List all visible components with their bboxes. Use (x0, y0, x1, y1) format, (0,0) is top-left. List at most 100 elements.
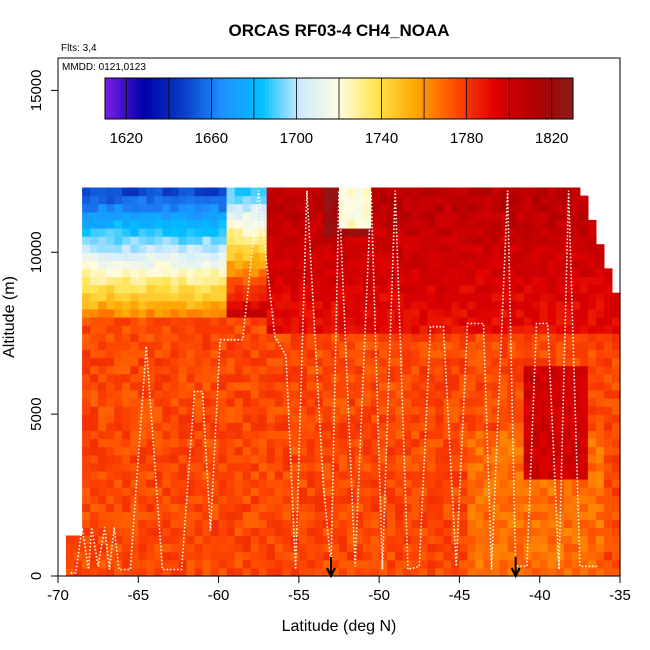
heatmap-cell (603, 333, 613, 342)
heatmap-cell (290, 438, 300, 448)
heatmap-cell (523, 430, 533, 439)
heatmap-cell (395, 381, 404, 391)
heatmap-cell (306, 414, 316, 423)
heatmap-cell (266, 487, 276, 496)
heatmap-cell (411, 454, 420, 464)
heatmap-cell (250, 389, 260, 399)
heatmap-cell (98, 300, 107, 310)
heatmap-cell (210, 260, 220, 269)
heatmap-cell (202, 236, 212, 245)
heatmap-cell (266, 397, 276, 407)
heatmap-cell (146, 495, 155, 504)
heatmap-cell (98, 470, 107, 480)
heatmap-cell (563, 317, 573, 326)
heatmap-cell (170, 317, 179, 326)
heatmap-cell (419, 527, 428, 537)
heatmap-cell (154, 244, 163, 253)
heatmap-cell (467, 551, 477, 561)
heatmap-cell (483, 317, 493, 326)
heatmap-cell (523, 365, 533, 375)
heatmap-cell (322, 430, 332, 439)
heatmap-cell (202, 543, 212, 553)
heatmap-cell (451, 228, 460, 237)
heatmap-cell (507, 260, 517, 269)
heatmap-cell (491, 260, 501, 269)
heatmap-cell (387, 543, 396, 553)
heatmap-cell (178, 543, 187, 553)
heatmap-cell (122, 454, 131, 464)
heatmap-cell (226, 308, 236, 318)
heatmap-cell (555, 260, 565, 269)
heatmap-cell (226, 203, 236, 213)
heatmap-cell (202, 430, 212, 439)
heatmap-cell (114, 495, 123, 504)
colorbar-cell (272, 78, 277, 119)
heatmap-cell (234, 325, 244, 334)
heatmap-cell (427, 559, 436, 569)
heatmap-cell (186, 559, 196, 569)
heatmap-cell (210, 349, 220, 359)
heatmap-cell (258, 527, 268, 537)
heatmap-cell (403, 203, 412, 213)
heatmap-cell (579, 373, 589, 383)
heatmap-cell (595, 462, 605, 472)
heatmap-cell (178, 300, 187, 310)
heatmap-cell (475, 478, 485, 488)
heatmap-cell (347, 244, 356, 253)
heatmap-cell (427, 187, 436, 197)
heatmap-cell (90, 551, 99, 561)
heatmap-cell (579, 203, 589, 213)
heatmap-cell (282, 195, 292, 205)
heatmap-cell (331, 478, 340, 488)
heatmap-cell (122, 397, 131, 407)
heatmap-cell (331, 414, 340, 423)
heatmap-cell (451, 487, 460, 496)
heatmap-cell (371, 252, 380, 261)
heatmap-cell (138, 357, 147, 367)
heatmap-cell (146, 430, 155, 439)
heatmap-cell (523, 495, 533, 504)
heatmap-cell (387, 470, 396, 480)
heatmap-cell (162, 333, 171, 342)
heatmap-cell (266, 551, 276, 561)
heatmap-cell (459, 462, 468, 472)
heatmap-cell (435, 543, 444, 553)
heatmap-cell (499, 317, 509, 326)
heatmap-cell (306, 567, 316, 577)
heatmap-cell (82, 414, 91, 423)
heatmap-cell (339, 228, 348, 237)
heatmap-cell (491, 357, 501, 367)
heatmap-cell (555, 195, 565, 205)
heatmap-cell (210, 219, 220, 229)
colorbar-cell (163, 78, 168, 119)
heatmap-cell (274, 535, 284, 545)
heatmap-cell (90, 503, 99, 512)
heatmap-cell (451, 551, 460, 561)
heatmap-cell (547, 228, 557, 237)
heatmap-cell (186, 317, 196, 326)
heatmap-cell (563, 519, 573, 528)
heatmap-cell (186, 325, 196, 334)
heatmap-cell (443, 519, 452, 528)
heatmap-cell (234, 454, 244, 464)
colorbar-cell (171, 78, 176, 119)
heatmap-cell (218, 195, 228, 205)
heatmap-cell (459, 470, 468, 480)
heatmap-cell (555, 527, 565, 537)
heatmap-cell (194, 284, 204, 294)
heatmap-cell (363, 389, 372, 399)
heatmap-cell (194, 195, 204, 205)
heatmap-cell (250, 478, 260, 488)
heatmap-cell (507, 203, 517, 213)
heatmap-cell (459, 195, 468, 205)
heatmap-cell (483, 300, 493, 310)
colorbar-cell (510, 78, 515, 119)
heatmap-cell (523, 470, 533, 480)
heatmap-cell (210, 430, 220, 439)
heatmap-cell (499, 478, 509, 488)
heatmap-cell (226, 317, 236, 326)
heatmap-cell (306, 195, 316, 205)
heatmap-cell (242, 519, 252, 528)
heatmap-cell (371, 211, 380, 221)
heatmap-cell (194, 478, 204, 488)
